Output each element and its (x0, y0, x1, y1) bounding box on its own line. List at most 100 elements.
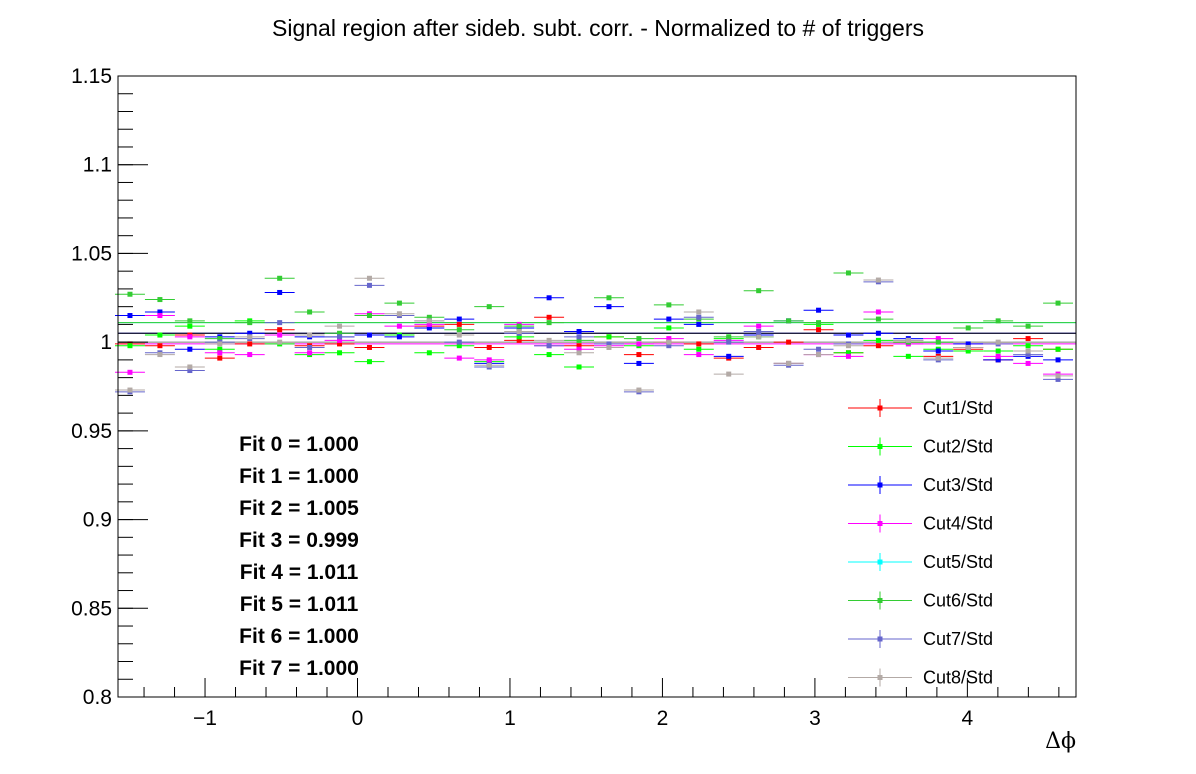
legend-label: Cut1/Std (923, 398, 993, 418)
data-point (486, 344, 492, 350)
data-point (277, 332, 283, 338)
data-point (456, 343, 462, 349)
data-point (576, 337, 582, 343)
data-point (247, 330, 253, 336)
data-point (486, 362, 492, 368)
data-point (875, 316, 881, 322)
data-point (1025, 343, 1031, 349)
data-point (816, 346, 822, 352)
data-point (456, 332, 462, 338)
data-point (756, 288, 762, 294)
data-point (696, 346, 702, 352)
data-points (114, 270, 1074, 395)
data-point (845, 343, 851, 349)
y-tick-label: 1 (100, 331, 112, 354)
y-tick-label: 0.8 (83, 686, 112, 709)
data-point (666, 336, 672, 342)
data-point (845, 332, 851, 338)
data-point (636, 336, 642, 342)
data-point (726, 339, 732, 345)
data-point (546, 314, 552, 320)
data-point (606, 341, 612, 347)
data-point (576, 334, 582, 340)
legend-label: Cut8/Std (923, 668, 993, 688)
data-point (606, 304, 612, 310)
legend-marker (877, 405, 883, 411)
legend-marker (877, 675, 883, 680)
fit-annotation: Fit 3 = 0.999 (239, 529, 359, 552)
data-point (816, 352, 822, 358)
data-point (1025, 352, 1031, 358)
data-point (456, 321, 462, 327)
data-point (995, 318, 1001, 324)
x-tick-label: 1 (504, 707, 516, 730)
data-point (277, 339, 283, 345)
data-point (456, 355, 462, 361)
data-point (337, 323, 343, 329)
fit-annotation: Fit 1 = 1.000 (239, 465, 359, 488)
data-point (726, 334, 732, 340)
legend-label: Cut4/Std (923, 514, 993, 534)
data-point (756, 328, 762, 334)
data-point (426, 350, 432, 356)
data-point (696, 314, 702, 320)
data-point (786, 318, 792, 324)
fit-annotation: Fit 0 = 1.000 (239, 433, 359, 456)
data-point (187, 364, 193, 370)
data-point (157, 332, 163, 338)
data-point (187, 323, 193, 329)
data-point (307, 332, 313, 338)
data-point (756, 323, 762, 329)
data-point (277, 275, 283, 281)
y-axis: 0.8 0.85 0.9 0.95 1 1.05 1.1 1.15 (71, 65, 148, 709)
data-point (366, 359, 372, 365)
data-point (337, 337, 343, 343)
data-point (516, 334, 522, 340)
legend-label: Cut3/Std (923, 475, 993, 495)
data-point (337, 350, 343, 356)
data-point (965, 325, 971, 331)
data-point (1055, 346, 1061, 352)
legend-label: Cut5/Std (923, 552, 993, 572)
data-point (396, 300, 402, 306)
data-point (366, 344, 372, 350)
legend-marker (877, 444, 883, 449)
data-point (217, 341, 223, 347)
data-point (396, 323, 402, 329)
data-point (516, 337, 522, 343)
data-point (875, 309, 881, 315)
data-point (456, 327, 462, 333)
data-point (935, 339, 941, 345)
data-point (366, 332, 372, 338)
data-point (965, 348, 971, 354)
data-point (546, 352, 552, 358)
data-point (935, 355, 941, 361)
data-point (816, 307, 822, 313)
data-point (576, 350, 582, 356)
x-tick-label: −1 (193, 707, 217, 730)
data-point (606, 295, 612, 301)
legend-label: Cut7/Std (923, 629, 993, 649)
data-point (247, 334, 253, 340)
data-point (1055, 300, 1061, 306)
data-point (786, 360, 792, 366)
data-point (426, 314, 432, 320)
data-point (875, 337, 881, 343)
data-point (965, 341, 971, 347)
data-point (516, 328, 522, 334)
data-point (127, 291, 133, 297)
data-point (1025, 336, 1031, 342)
data-point (426, 318, 432, 324)
data-point (786, 339, 792, 345)
data-point (636, 352, 642, 358)
data-point (366, 282, 372, 288)
data-point (187, 368, 193, 374)
data-point (217, 336, 223, 342)
data-point (666, 302, 672, 308)
x-tick-label: 0 (352, 707, 364, 730)
data-point (127, 343, 133, 349)
x-axis-label: Δϕ (1045, 729, 1076, 754)
y-tick-label: 0.85 (71, 597, 112, 620)
data-point (157, 313, 163, 319)
